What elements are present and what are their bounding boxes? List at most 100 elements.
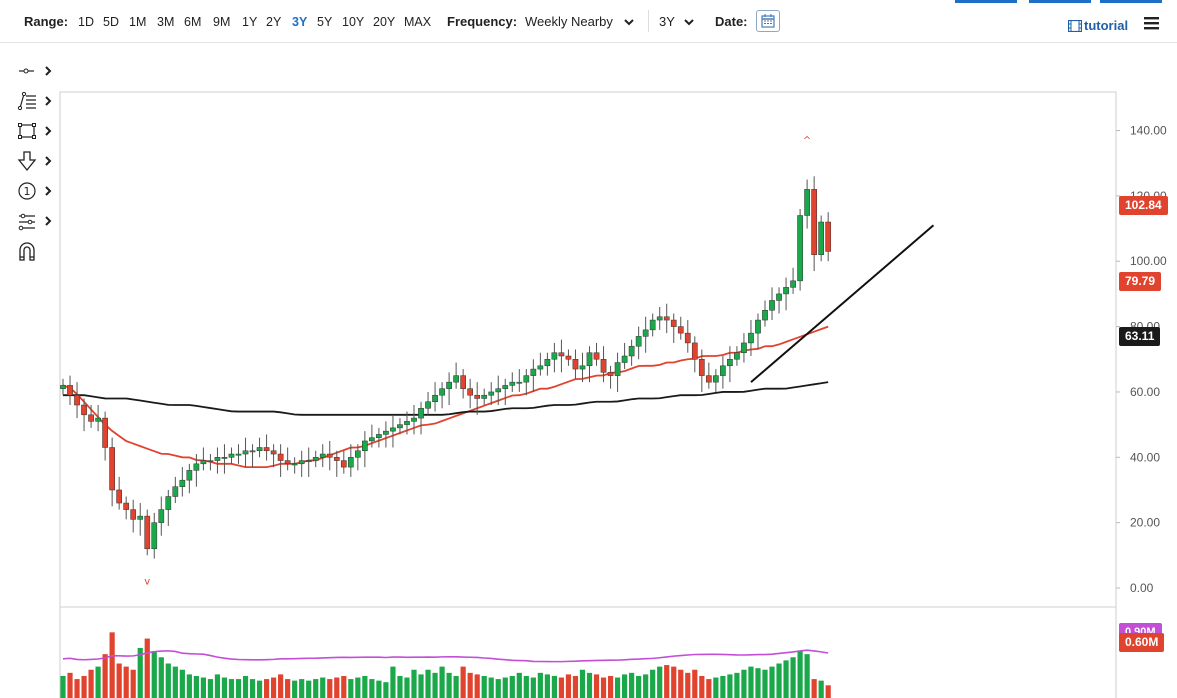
volume-bar [397,675,403,698]
volume-bar [404,677,410,698]
range-2y[interactable]: 2Y [266,15,282,29]
volume-bar [755,668,761,698]
hamburger-menu-icon[interactable] [1144,16,1160,30]
candle-body [284,460,291,465]
volume-bar [453,675,459,698]
volume-bar [418,674,424,698]
volume-bar [327,679,333,698]
candle-body [88,414,94,422]
volume-bar [790,657,796,698]
candle-body [179,479,186,487]
candle-body [734,352,740,360]
range-6m[interactable]: 6M [184,15,202,29]
range-20y[interactable]: 20Y [373,15,396,29]
date-picker-button[interactable] [756,10,780,32]
candle-body [95,417,101,422]
y-axis-tick-label: 20.00 [1130,516,1160,530]
range-9m[interactable]: 9M [213,15,231,29]
tool-trendline[interactable] [14,90,58,114]
price-chart[interactable]: 140.00120.00100.0080.0060.0040.0020.000.… [0,42,1177,698]
candle-body [81,404,87,416]
volume-bar [593,674,600,698]
candle-body [312,457,319,461]
candle-body [102,417,108,448]
period-chevron-down-icon[interactable] [684,19,694,26]
range-1d[interactable]: 1D [78,15,94,29]
range-1m[interactable]: 1M [129,15,147,29]
candle-body [741,342,747,353]
period-select[interactable]: 3Y [659,14,675,29]
candle-body [362,440,368,452]
volume-bar [390,666,396,698]
candle-body [144,515,151,550]
frequency-chevron-down-icon[interactable] [624,19,634,26]
volume-bar [95,666,101,698]
frequency-select[interactable]: Weekly Nearby [525,14,613,29]
volume-bar [432,672,438,698]
volume-bar [81,675,87,698]
calendar-icon [761,14,775,28]
candle-body [432,394,438,402]
tool-crosshair[interactable] [14,60,58,84]
candle-body [642,329,649,337]
volume-bar [362,675,368,698]
y-axis-tick-label: 0.00 [1130,581,1154,595]
volume-bar [292,680,298,698]
candle-body [242,450,249,455]
volume-bar [306,680,312,698]
candle-body [621,355,628,363]
volume-bar [116,663,122,698]
candle-body [333,457,340,461]
tool-arrow[interactable] [14,150,58,174]
volume-bar [383,682,389,698]
candle-body [783,287,789,295]
range-5d[interactable]: 5D [103,15,119,29]
range-5y[interactable]: 5Y [317,15,333,29]
candle-body [116,489,123,504]
range-1y[interactable]: 1Y [242,15,258,29]
volume-bar [313,679,319,698]
volume-bar [376,680,382,698]
candle-body [256,447,263,452]
tool-rectangle[interactable] [14,120,58,144]
volume-bar [643,674,649,698]
range-10y[interactable]: 10Y [342,15,365,29]
candle-body [319,453,326,458]
film-icon[interactable] [1068,20,1082,32]
volume-bar [271,677,277,698]
tool-fibonacci[interactable] [14,210,58,234]
tool-magnet[interactable] [14,240,58,264]
candle-body [825,221,832,252]
range-3m[interactable]: 3M [157,15,175,29]
volume-bar [565,674,572,698]
trendline-tool-icon [17,91,52,111]
candle-body [565,355,572,360]
candle-body [551,352,558,360]
tutorial-link[interactable]: tutorial [1084,18,1129,33]
volume-bar [474,674,480,698]
chart-toolbar: Range: 1D 5D 1M 3M 6M 9M 1Y 2Y 3Y 5Y 10Y… [0,0,1177,43]
candle-body [635,336,642,347]
candle-body [130,509,137,520]
volume-bar [151,651,157,698]
volume-bar [249,679,256,698]
candle-body [755,319,761,334]
range-3y[interactable]: 3Y [292,15,308,29]
volume-bar [544,674,550,698]
candle-body [453,375,459,383]
candle-body [404,421,410,425]
volume-average-line [62,649,829,663]
date-label: Date: [715,14,748,29]
volume-bar [144,638,150,698]
range-max[interactable]: MAX [404,15,432,29]
y-axis-tick-label: 40.00 [1130,450,1160,464]
volume-bar [355,677,361,698]
volume-bar [460,666,466,698]
tool-number-marker[interactable]: 1 [14,180,58,204]
volume-bar [481,675,487,698]
volume-bar [60,675,66,698]
volume-bar [741,669,747,698]
volume-bar [165,663,171,698]
volume-bar [636,675,642,698]
volume-bar [334,677,340,698]
